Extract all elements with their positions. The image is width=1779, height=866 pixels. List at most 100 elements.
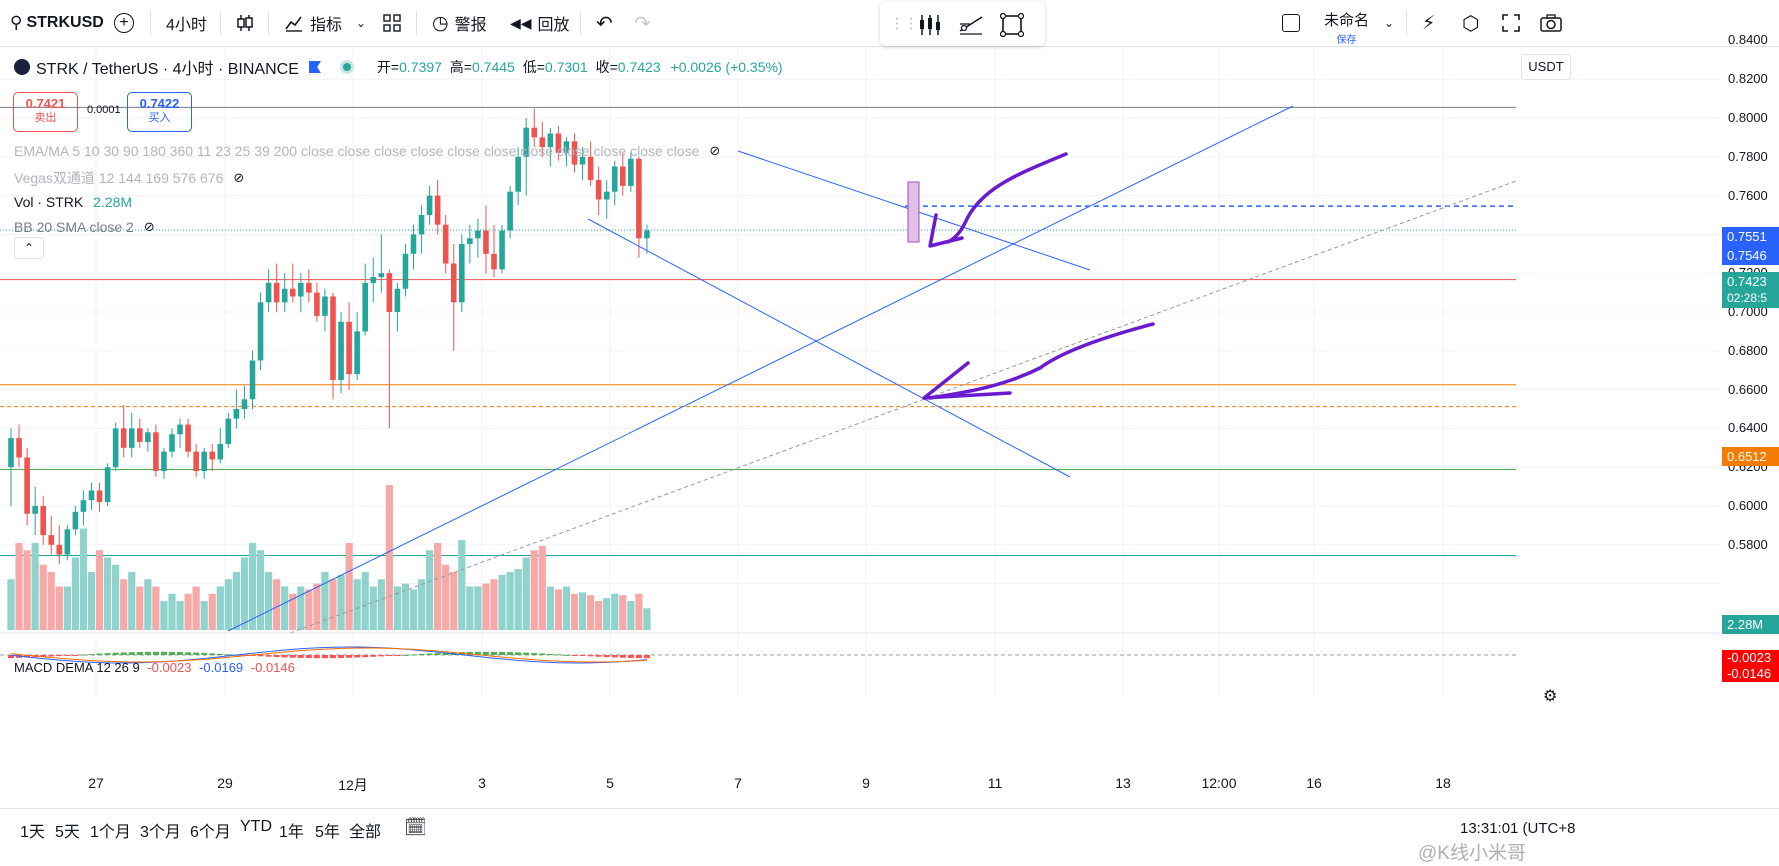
price-tick-label: 0.7800 [1728,148,1768,164]
compare-button[interactable]: + [114,0,134,46]
price-chart[interactable] [0,48,1720,770]
candle-body [644,230,650,239]
layout-name-button[interactable]: 未命名 保存 [1324,9,1369,46]
macd-legend[interactable]: MACD DEMA 12 26 9 -0.0023 -0.0169 -0.014… [14,660,295,675]
macd-histogram-bar [169,651,175,655]
macd-histogram-bar [289,655,296,658]
range-button[interactable]: 3个月 [140,824,181,841]
chart-type-button[interactable] [236,0,254,46]
gear-icon: ⬡ [1462,12,1480,35]
clock-timezone[interactable]: 13:31:01 (UTC+8 [1460,820,1576,837]
range-button[interactable]: 1年 [279,824,304,841]
volume-bar [474,586,482,630]
currency-button[interactable]: USDT [1521,54,1571,80]
replay-button[interactable]: ◀◀ 回放 [510,0,570,46]
macd-histogram-bar [225,654,232,656]
volume-bar [377,579,385,630]
volume-bar [136,586,144,630]
indicators-button[interactable]: 指标 [284,0,342,46]
candle-body [88,490,95,501]
candle-body [611,166,618,192]
collapse-legend-button[interactable]: ⌃ [14,237,44,259]
macd-histogram-bar [426,653,433,655]
rectangle-tool-icon[interactable] [1000,13,1024,37]
volume-bar [265,572,273,630]
bb-indicator-legend[interactable]: BB 20 SMA close 2 ⊘ [14,219,155,235]
quick-search-button[interactable]: ⚡ [1422,0,1435,46]
layout-select-button[interactable] [1282,0,1300,46]
goto-date-button[interactable]: 🗓 [404,817,427,838]
volume-legend[interactable]: Vol · STRK 2.28M [14,194,132,210]
flag-icon[interactable] [308,61,321,73]
undo-button[interactable]: ↶ [596,0,613,46]
layout-dropdown[interactable]: ⌄ [1384,0,1394,46]
snapshot-button[interactable] [1540,0,1562,46]
volume-bar [281,586,289,630]
candle-body [346,321,352,375]
candles-icon [237,15,253,31]
legend-header: STRK / TetherUS · 4小时 · BINANCE 开=0.7397… [14,55,783,79]
macd-histogram-bar [80,654,87,656]
fullscreen-button[interactable] [1502,0,1520,46]
volume-bars [7,485,651,630]
alert-button[interactable]: ◷ 警报 [432,0,487,46]
range-button[interactable]: 6个月 [190,824,231,841]
volume-bar [248,543,257,630]
volume-bar [506,572,514,630]
settings-button[interactable]: ⬡ [1462,0,1479,46]
volume-bar [184,593,192,630]
eye-hidden-icon[interactable]: ⊘ [709,143,721,158]
eye-hidden-icon[interactable]: ⊘ [233,170,245,185]
volume-bar [587,595,595,630]
volume-bar [87,572,96,630]
candle-body [137,428,143,442]
candle-body [386,273,393,312]
volume-bar [79,528,88,630]
range-button[interactable]: YTD [240,818,272,835]
layout-grid-button[interactable] [383,0,401,46]
axis-settings-button[interactable]: ⚙ [1543,686,1557,706]
volume-bar [120,579,128,630]
range-button[interactable]: 全部 [349,824,382,841]
eye-hidden-icon[interactable]: ⊘ [143,219,155,234]
indicators-dropdown[interactable]: ⌄ [356,0,366,46]
range-button[interactable]: 1个月 [90,824,131,841]
interval-button[interactable]: 4小时 [166,0,207,46]
volume-bar [522,557,530,630]
range-button[interactable]: 5年 [315,824,340,841]
macd-histogram-bar [523,652,530,655]
symbol-search[interactable]: ⚲ STRKUSD [10,0,104,46]
volume-bar [256,550,265,630]
redo-button[interactable]: ↷ [634,0,651,46]
vol-label: Vol · STRK [14,194,84,210]
volume-bar [112,564,120,630]
range-button[interactable]: 1天 [20,824,45,841]
grid-icon [383,14,401,32]
macd-histogram-bar [466,651,473,655]
macd-histogram-bar [185,652,192,655]
ema-indicator-legend[interactable]: EMA/MA 5 10 30 90 180 360 11 23 25 39 20… [14,143,720,159]
candle-body [491,253,497,270]
candles-draw-icon[interactable] [918,13,942,37]
macd-histogram-bar [120,652,127,655]
time-tick-label: 29 [217,775,233,791]
hand-arrowhead-upper [928,213,964,248]
macd-histogram-bar [160,651,167,655]
last-price-label: 0.7423 [1722,272,1779,291]
buy-button[interactable]: 0.7422 买入 [127,92,192,132]
candle-body [217,443,224,460]
price-axis[interactable] [1720,48,1779,770]
candle-body [201,451,207,472]
sell-button[interactable]: 0.7421 卖出 [13,92,78,132]
trend-tools-icon[interactable] [958,13,984,37]
vegas-indicator-legend[interactable]: Vegas双通道 12 144 169 576 676 ⊘ [14,168,244,188]
drag-handle-icon[interactable]: ⋮⋮ [890,15,918,31]
candle-body [410,234,417,254]
candle-body [96,490,103,503]
candle-body [499,230,505,270]
macd-histogram-bar [24,655,31,658]
range-button[interactable]: 5天 [55,824,80,841]
macd-histogram-bar [410,654,417,656]
volume-bar [353,579,361,630]
candlesticks [8,108,650,565]
